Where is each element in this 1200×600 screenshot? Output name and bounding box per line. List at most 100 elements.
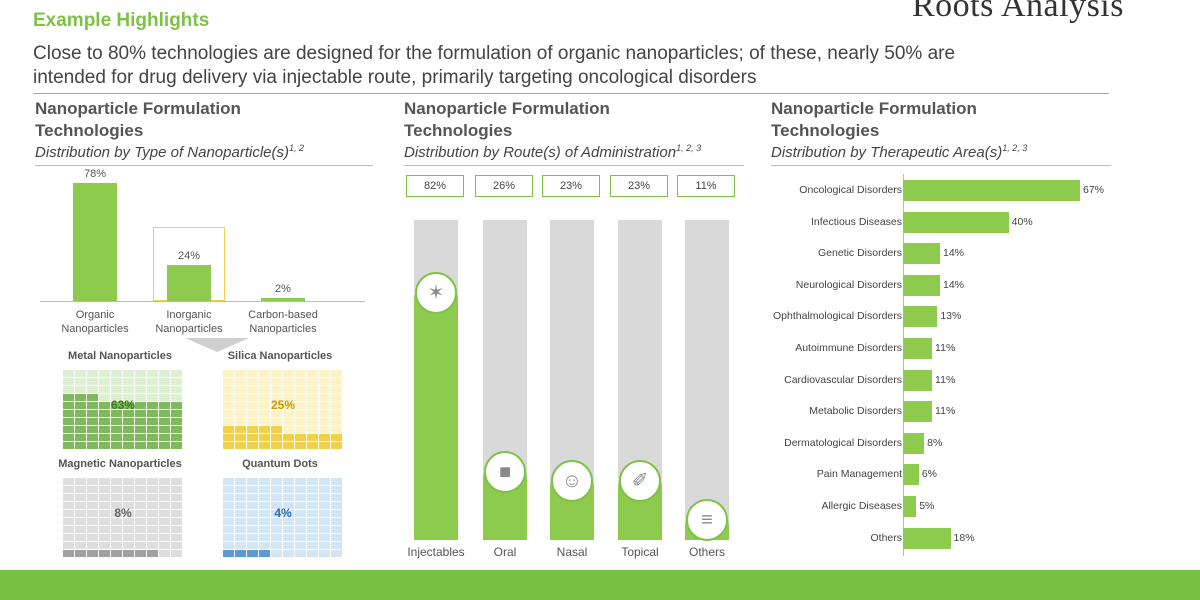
waffle-cell	[235, 478, 246, 485]
waffle-cell	[271, 494, 282, 501]
waffle-cell	[331, 394, 342, 401]
waffle-cell	[259, 478, 270, 485]
waffle-cell	[331, 402, 342, 409]
waffle-cell	[111, 426, 122, 433]
waffle-cell	[75, 510, 86, 517]
waffle-cell	[235, 502, 246, 509]
waffle-cell	[87, 534, 98, 541]
waffle-cell	[135, 434, 146, 441]
waffle-cell	[135, 394, 146, 401]
area-category-label: Allergic Diseases	[821, 500, 902, 512]
panel2-subtitle-text: Distribution by Route(s) of Administrati…	[404, 144, 677, 161]
waffle-cell	[319, 370, 330, 377]
waffle-cell	[63, 394, 74, 401]
waffle-cell	[259, 378, 270, 385]
waffle-cell	[283, 510, 294, 517]
waffle-cell	[135, 442, 146, 449]
waffle-cell	[87, 478, 98, 485]
waffle-cell	[99, 478, 110, 485]
waffle-cell	[135, 410, 146, 417]
waffle-cell	[123, 418, 134, 425]
waffle-cell	[111, 534, 122, 541]
syringe-icon: ✶	[415, 271, 457, 314]
waffle-cell	[235, 378, 246, 385]
waffle-cell	[283, 518, 294, 525]
panel3-title-line2: Technologies	[771, 121, 880, 140]
waffle-cell	[307, 410, 318, 417]
type-bar	[167, 264, 211, 301]
area-bar	[903, 338, 933, 359]
waffle-label: Magnetic Nanoparticles	[58, 458, 182, 470]
waffle-cell	[259, 542, 270, 549]
waffle-cell	[247, 510, 258, 517]
waffle-cell	[259, 370, 270, 377]
highlight-subtitle-line-2: intended for drug delivery via injectabl…	[33, 67, 757, 88]
area-bar	[903, 243, 940, 265]
waffle-cell	[147, 502, 158, 509]
waffle-cell	[147, 526, 158, 533]
waffle-cell	[87, 550, 98, 557]
waffle-cell	[75, 550, 86, 557]
area-category-label: Oncological Disorders	[799, 184, 902, 196]
waffle-cell	[99, 510, 110, 517]
waffle-cell	[87, 542, 98, 549]
waffle-cell	[147, 510, 158, 517]
waffle-cell	[159, 442, 170, 449]
nose-icon: ☺	[551, 460, 593, 503]
waffle-cell	[283, 370, 294, 377]
waffle-cell	[283, 478, 294, 485]
waffle-cell	[75, 486, 86, 493]
waffle-cell	[135, 550, 146, 557]
waffle-cell	[283, 502, 294, 509]
waffle-cell	[319, 434, 330, 441]
waffle-cell	[147, 434, 158, 441]
waffle-cell	[111, 410, 122, 417]
waffle-cell	[63, 550, 74, 557]
waffle-cell	[235, 518, 246, 525]
waffle-cell	[295, 394, 306, 401]
area-category-label: Autoimmune Disorders	[795, 342, 902, 354]
type-category-label-line: Organic	[75, 309, 115, 321]
type-category-label-line: Nanoparticles	[249, 323, 317, 335]
waffle-cell	[171, 510, 182, 517]
waffle-cell	[319, 494, 330, 501]
waffle-cell	[135, 494, 146, 501]
waffle-cell	[87, 494, 98, 501]
waffle-cell	[223, 510, 234, 517]
waffle-grid: 63%	[63, 370, 183, 450]
waffle-cell	[271, 542, 282, 549]
type-bar-value-label: 78%	[83, 168, 107, 180]
area-category-label: Metabolic Disorders	[809, 405, 902, 418]
waffle-cell	[171, 478, 182, 485]
type-bar-value-label: 24%	[177, 249, 201, 262]
waffle-cell	[247, 426, 258, 433]
area-value-label: 11%	[935, 373, 956, 386]
waffle-cell	[171, 550, 182, 557]
waffle-cell	[123, 442, 134, 449]
type-category-label: Inorganic Nanoparticles	[139, 308, 239, 336]
waffle-cell	[307, 434, 318, 441]
waffle-cell	[63, 526, 74, 533]
header-divider	[33, 93, 1109, 94]
waffle-cell	[223, 478, 234, 485]
waffle-cell	[111, 418, 122, 425]
waffle-cell	[283, 442, 294, 449]
route-category-label: Oral	[493, 545, 517, 559]
waffle-cell	[147, 542, 158, 549]
waffle-cell	[99, 518, 110, 525]
waffle-cell	[75, 370, 86, 377]
waffle-label: Silica Nanoparticles	[227, 350, 333, 362]
waffle-cell	[307, 510, 318, 517]
waffle-cell	[247, 550, 258, 557]
type-category-label-line: Carbon-based	[248, 309, 318, 321]
waffle-cell	[331, 550, 342, 557]
waffle-cell	[123, 518, 134, 525]
waffle-cell	[295, 542, 306, 549]
waffle-cell	[159, 434, 170, 441]
waffle-cell	[331, 378, 342, 385]
area-bar	[903, 211, 1009, 233]
waffle-cell	[99, 486, 110, 493]
waffle-cell	[111, 526, 122, 533]
waffle-cell	[235, 402, 246, 409]
waffle-cell	[271, 386, 282, 393]
